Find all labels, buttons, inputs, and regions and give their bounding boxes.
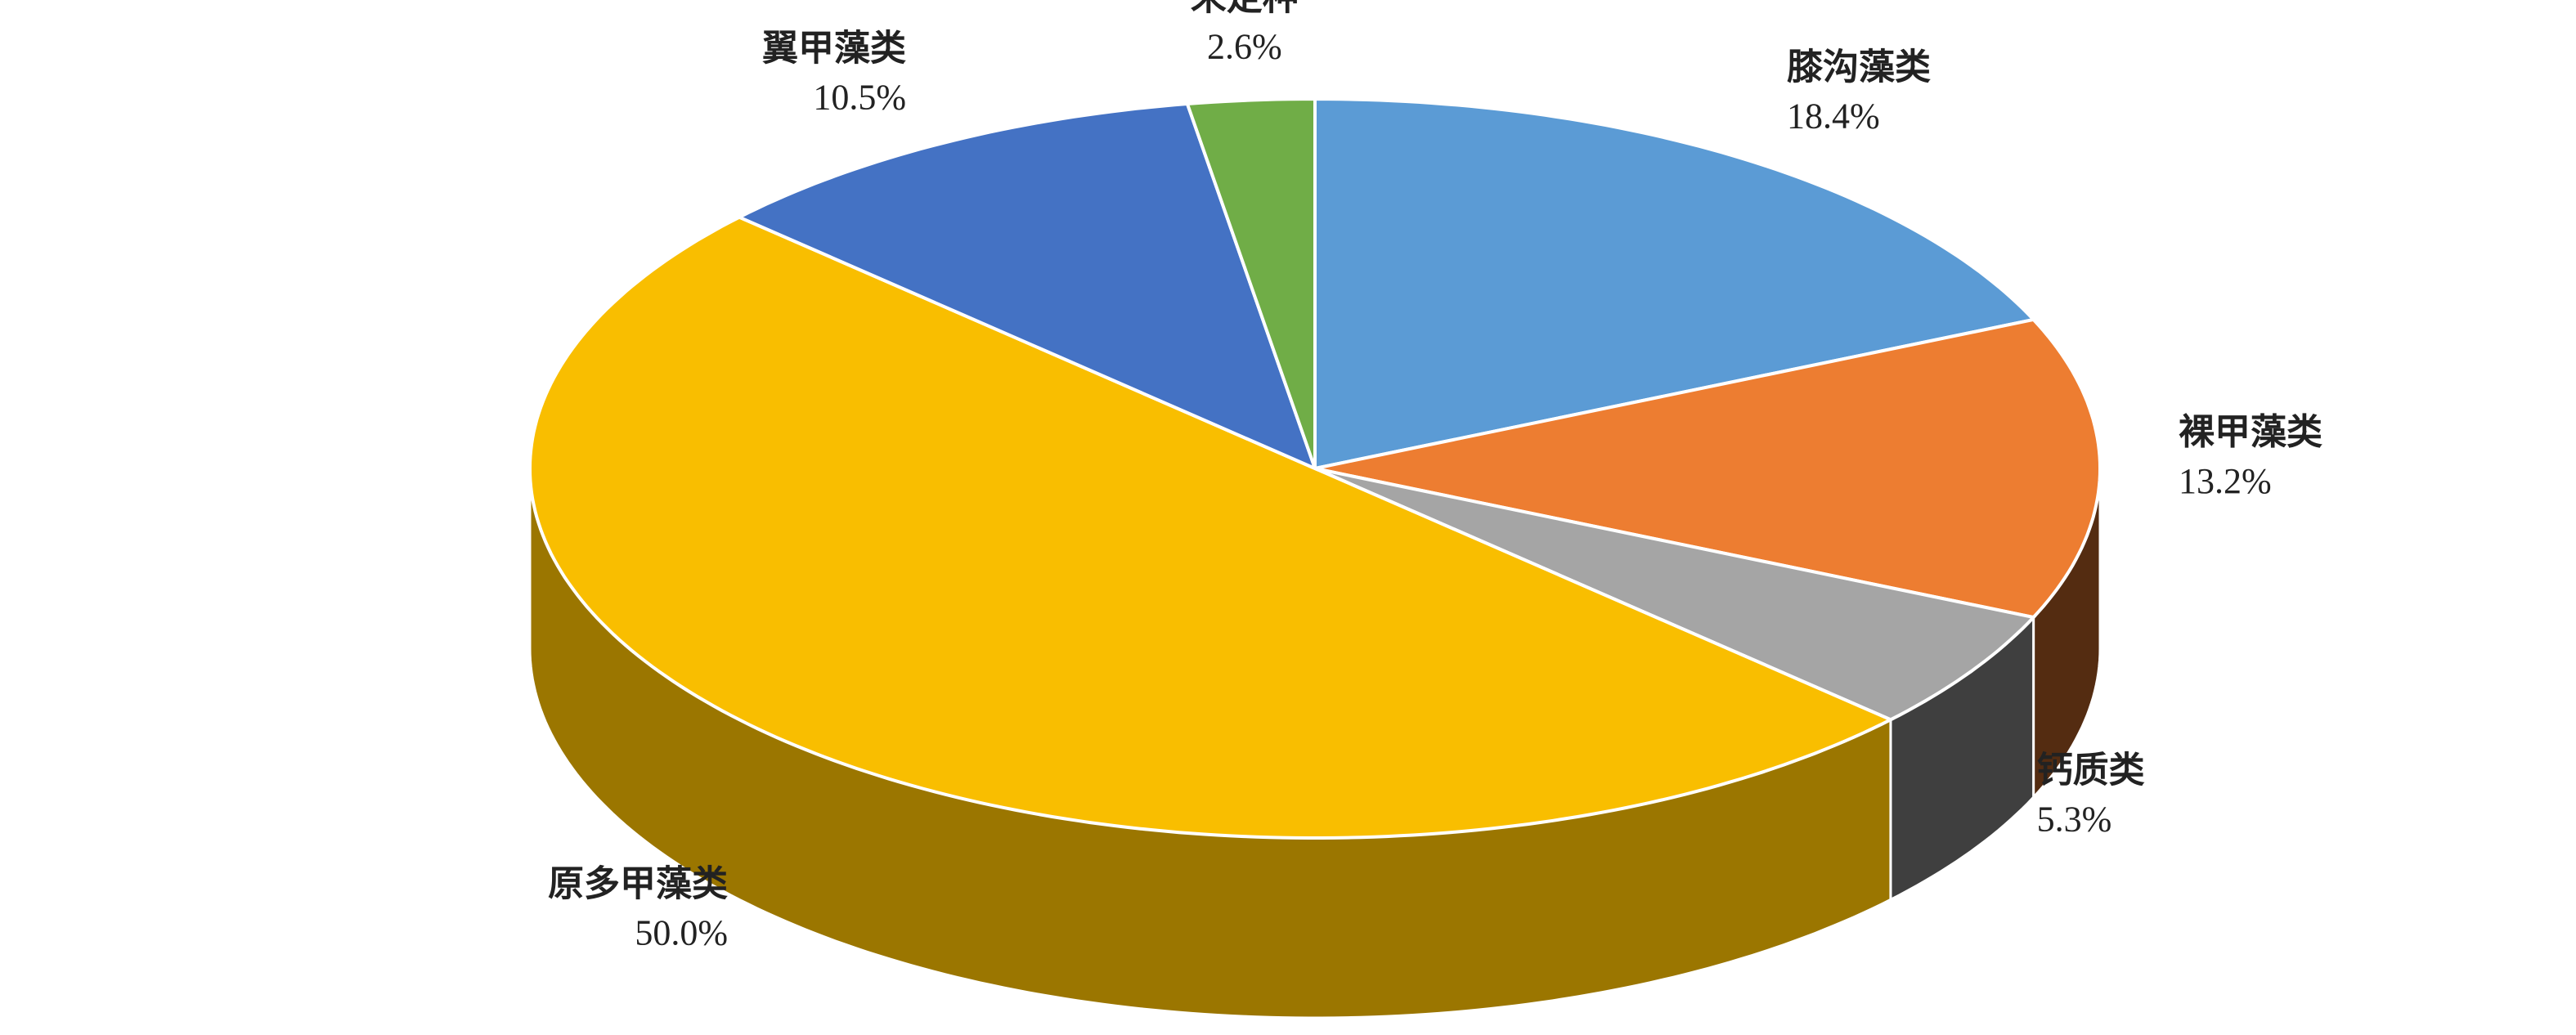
value-label: 5.3% — [2037, 800, 2112, 840]
slice-label: 原多甲藻类 — [548, 863, 728, 903]
slice — [527, 215, 1895, 840]
slice-label: 膝沟藻类 — [1787, 47, 1931, 87]
slice — [1314, 467, 2037, 722]
slice-label: 钙质类 — [2037, 750, 2145, 791]
value-label: 50.0% — [635, 912, 728, 952]
value-label: 2.6% — [1207, 27, 1282, 67]
slice — [735, 101, 1318, 472]
value-label: 13.2% — [2179, 461, 2272, 501]
slice — [1314, 317, 2103, 620]
value-label: 10.5% — [813, 77, 906, 117]
value-label: 18.4% — [1787, 96, 1880, 136]
slice-label: 未定种 — [1191, 0, 1299, 18]
slice-label: 翼甲藻类 — [762, 28, 906, 68]
slice — [1313, 96, 2037, 471]
slice — [1185, 96, 1317, 469]
slice-label: 裸甲藻类 — [2179, 412, 2322, 452]
